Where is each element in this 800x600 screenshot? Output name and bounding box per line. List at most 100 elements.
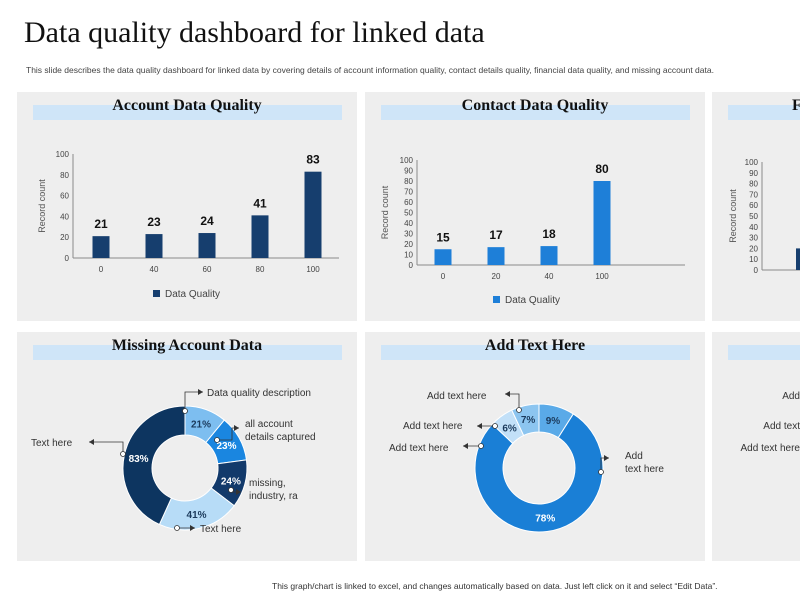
y-tick-label: 60: [60, 192, 69, 201]
slice-label: 23%: [217, 441, 237, 452]
x-tick-label: 40: [150, 265, 159, 274]
data-label: 83: [306, 153, 320, 167]
annotation: all account: [245, 419, 293, 430]
panel-title: Add Text Here: [484, 337, 586, 354]
bar: [145, 234, 163, 258]
bar: [487, 247, 505, 265]
y-tick-label: 70: [749, 190, 758, 199]
data-label: 21: [94, 217, 108, 231]
y-axis-label: Record count: [728, 189, 738, 243]
panel-title-band: [728, 105, 800, 120]
y-tick-label: 100: [56, 150, 70, 159]
legend-label: Data Quality: [505, 295, 560, 306]
panel-title: Account Data Quality: [112, 97, 262, 114]
callout-arrow: [505, 391, 510, 397]
legend-label: Data Quality: [165, 289, 220, 300]
slice-label: 6%: [502, 424, 517, 435]
annotation: details captured: [245, 432, 316, 443]
contact-data-quality-panel: Contact Data Quality 0 10 20 30 40 50 60 70 80 90…: [365, 92, 705, 321]
y-tick-label: 10: [404, 251, 413, 260]
callout-arrow: [236, 489, 241, 495]
addtext-donut-chart: 9% 78% 6% 7% Add text here Add text here Add t…: [389, 391, 664, 533]
sixth-chart: Add Add text Add text here: [741, 391, 800, 454]
annotation: Add text here: [403, 421, 463, 432]
slice-label: 21%: [191, 419, 211, 430]
y-tick-label: 50: [404, 209, 413, 218]
panel-title-band: [381, 105, 690, 120]
bar: [540, 246, 558, 265]
add-text-panel: Add Text Here 9% 78% 6% 7% Add text here Add …: [365, 332, 705, 561]
panel-title-band: [381, 345, 690, 360]
y-tick-label: 80: [404, 177, 413, 186]
panel-title-band: [33, 345, 342, 360]
y-tick-label: 50: [749, 212, 758, 221]
panel-title-band: [33, 105, 342, 120]
slice-label: 83%: [129, 454, 149, 465]
callout-dot: [492, 423, 498, 429]
donut-slice: [122, 405, 186, 526]
annotation: Data quality description: [207, 388, 311, 399]
missing-account-data-panel: Missing Account Data 21% 23% 24% 41% 83% Data…: [17, 332, 357, 561]
x-tick-label: 40: [545, 272, 554, 281]
annotation: Add: [625, 451, 643, 462]
y-tick-label: 40: [60, 212, 69, 221]
y-tick-label: 0: [409, 261, 414, 270]
bar: [796, 248, 800, 270]
y-axis-label: Record count: [37, 179, 47, 233]
account-bar-chart: 0 20 40 60 80 100 Record count 21 0 23 40 24 60 41 80 8…: [37, 150, 339, 300]
data-label: 41: [253, 196, 267, 210]
y-tick-label: 60: [404, 198, 413, 207]
x-tick-label: 100: [595, 272, 609, 281]
y-tick-label: 90: [404, 167, 413, 176]
annotation: Add text here: [741, 443, 800, 454]
panel-title: Contact Data Quality: [461, 97, 609, 114]
callout-dot: [214, 437, 220, 443]
y-tick-label: 20: [404, 240, 413, 249]
y-tick-label: 20: [749, 244, 758, 253]
y-tick-label: 10: [749, 255, 758, 264]
y-tick-label: 30: [404, 230, 413, 239]
x-tick-label: 20: [492, 272, 501, 281]
sixth-data-panel: Add Add text Add text here: [712, 332, 800, 561]
page-footer: This graph/chart is linked to excel, and…: [272, 581, 718, 591]
y-tick-label: 20: [60, 233, 69, 242]
bar: [304, 171, 322, 258]
bar: [593, 181, 611, 265]
callout-line: [89, 441, 124, 454]
callout-dot: [516, 407, 522, 413]
account-data-quality-panel: Account Data Quality 0 20 40 60 80 100 Record …: [17, 92, 357, 321]
callout-dot: [174, 525, 180, 531]
slice-label: 78%: [535, 514, 555, 525]
callout-line: [184, 391, 203, 411]
callout-arrow: [477, 423, 482, 429]
y-tick-label: 30: [749, 234, 758, 243]
x-tick-label: 0: [99, 265, 104, 274]
y-tick-label: 90: [749, 169, 758, 178]
panel-title: F: [792, 97, 800, 114]
annotation: industry, ra: [249, 491, 298, 502]
slice-label: 41%: [187, 510, 207, 521]
callout-dot: [120, 451, 126, 457]
x-tick-label: 80: [256, 265, 265, 274]
page-subtitle: This slide describes the data quality da…: [26, 65, 714, 75]
y-tick-label: 40: [404, 219, 413, 228]
callout-dot: [228, 487, 234, 493]
y-tick-label: 80: [60, 171, 69, 180]
panel-title: Missing Account Data: [111, 337, 263, 354]
x-tick-label: 0: [441, 272, 446, 281]
panel-title-band: [728, 345, 800, 360]
slice-label: 24%: [221, 476, 241, 487]
x-tick-label: 60: [203, 265, 212, 274]
y-tick-label: 0: [754, 266, 759, 275]
annotation: Text here: [200, 524, 242, 535]
slice-label: 7%: [521, 415, 536, 426]
x-tick-label: 100: [306, 265, 320, 274]
slice-label: 9%: [546, 416, 561, 427]
callout-arrow: [89, 439, 94, 445]
annotation: Add text here: [389, 443, 449, 454]
y-tick-label: 60: [749, 201, 758, 210]
y-tick-label: 100: [400, 156, 414, 165]
bar: [92, 236, 110, 258]
